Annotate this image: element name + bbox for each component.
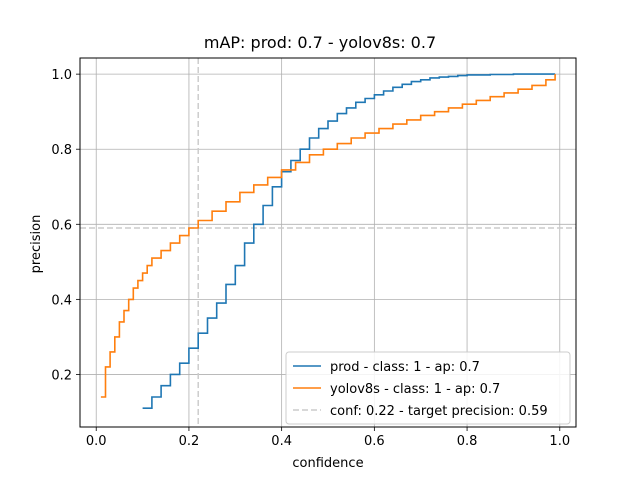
axis-ticks: 0.0 0.2 0.4 0.6 0.8 1.0 0.2 0.4 0.6 0.8 1.0	[51, 68, 570, 449]
legend-box	[285, 351, 571, 425]
legend-label: conf: 0.22 - target precision: 0.59	[330, 404, 548, 419]
chart-title: mAP: prod: 0.7 - yolov8s: 0.7	[204, 33, 436, 52]
y-tick-label: 0.2	[51, 368, 72, 383]
plot-frame	[79, 57, 577, 428]
y-axis-label: precision	[29, 215, 44, 274]
x-tick-label: 0.8	[457, 434, 478, 449]
x-tick-label: 0.6	[364, 434, 385, 449]
x-tick-label: 1.0	[549, 434, 570, 449]
series-line-1	[100, 74, 556, 398]
y-tick-label: 0.6	[51, 218, 72, 233]
x-axis-label: confidence	[292, 456, 363, 471]
y-tick-label: 0.4	[51, 293, 72, 308]
reference-lines	[80, 58, 576, 427]
x-tick-label: 0.0	[86, 434, 107, 449]
legend-label: prod - class: 1 - ap: 0.7	[330, 360, 480, 375]
y-tick-label: 1.0	[51, 68, 72, 83]
legend: prod - class: 1 - ap: 0.7 yolov8s - clas…	[285, 351, 571, 425]
x-tick-label: 0.4	[271, 434, 292, 449]
series-lines	[100, 73, 556, 409]
grid	[80, 58, 576, 427]
x-tick-label: 0.2	[179, 434, 200, 449]
legend-label: yolov8s - class: 1 - ap: 0.7	[330, 382, 500, 397]
y-tick-label: 0.8	[51, 143, 72, 158]
series-line-0	[142, 73, 556, 409]
